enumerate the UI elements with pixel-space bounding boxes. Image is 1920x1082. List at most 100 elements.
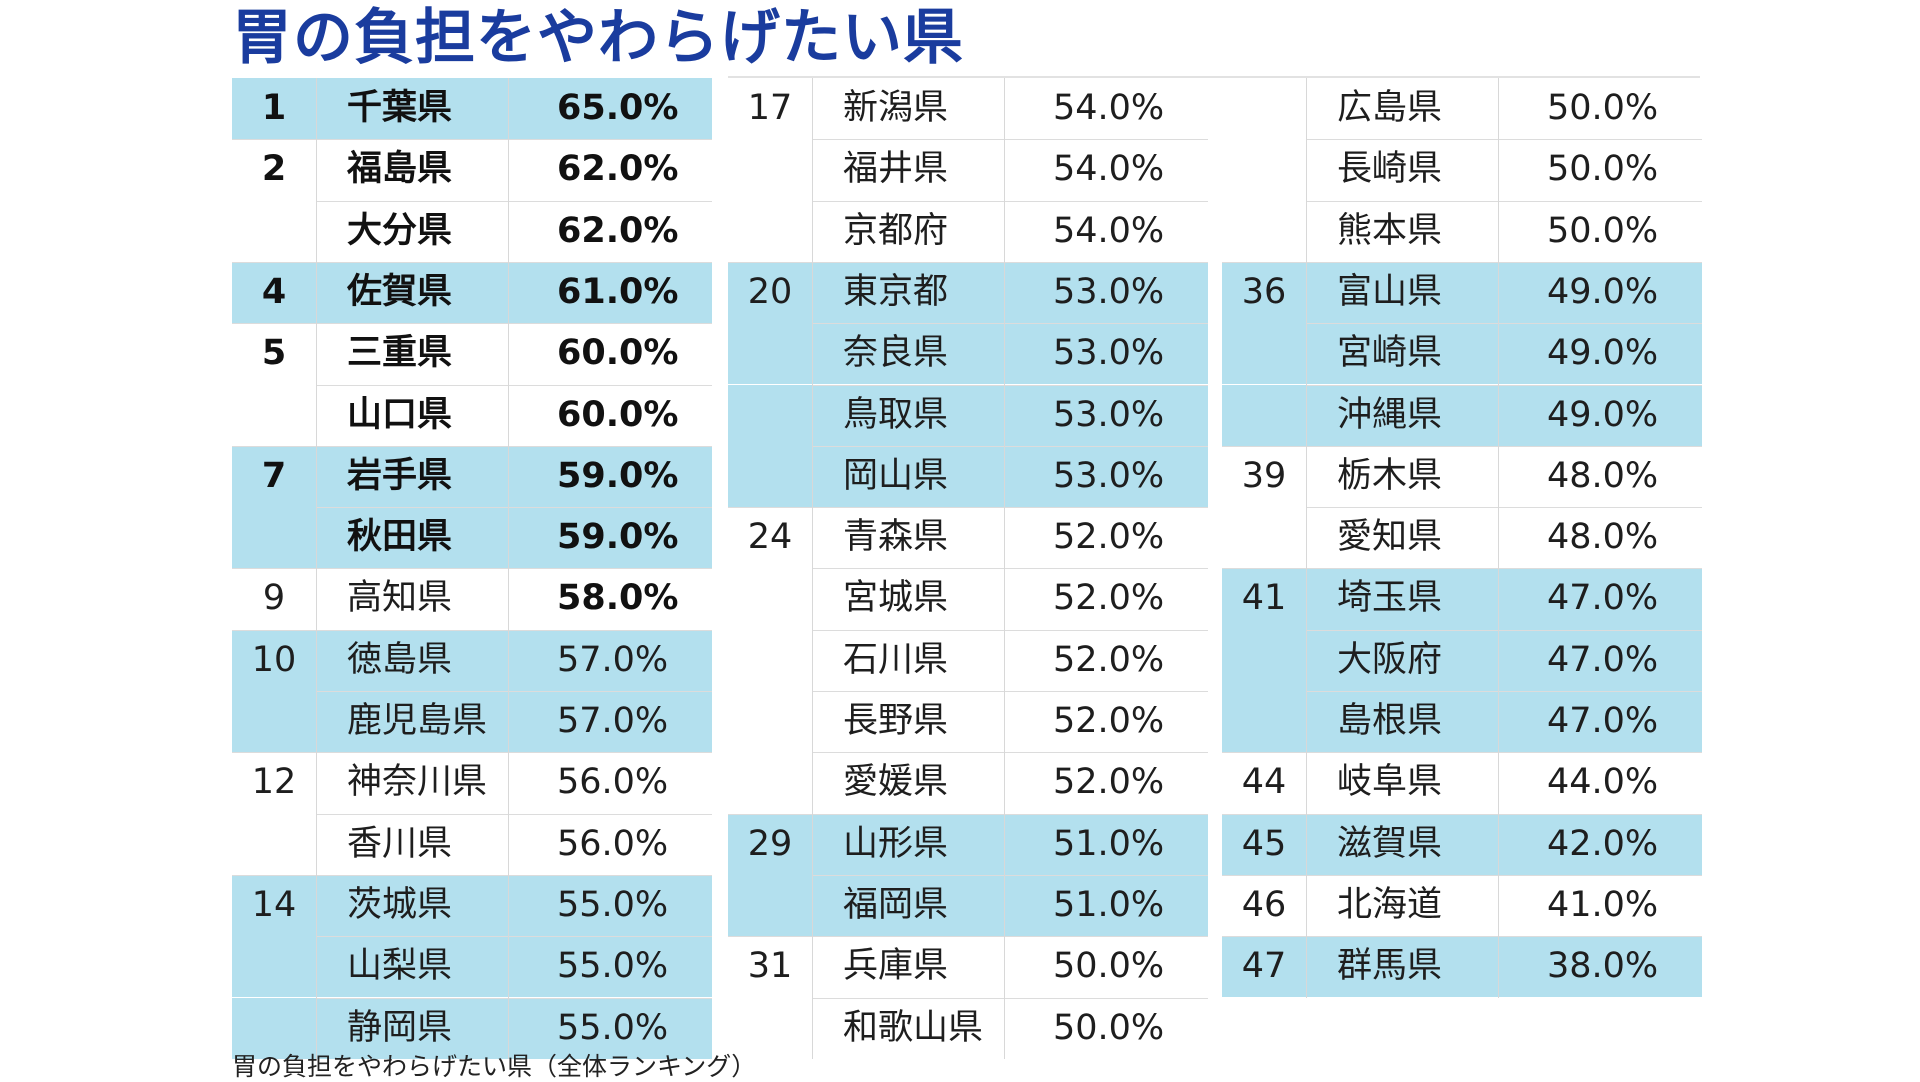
- rank-cell: [728, 998, 812, 1059]
- percentage-cell: 52.0%: [1053, 517, 1165, 558]
- table-row: 福岡県 51.0%: [728, 874, 1208, 937]
- prefecture-cell: 沖縄県: [1337, 394, 1443, 435]
- percentage-cell: 50.0%: [1053, 946, 1165, 987]
- percentage-cell: 55.0%: [557, 946, 669, 987]
- prefecture-cell: 徳島県: [347, 639, 453, 680]
- percentage-cell: 60.0%: [557, 333, 679, 374]
- percentage-cell: 51.0%: [1053, 884, 1165, 925]
- percentage-cell: 47.0%: [1547, 701, 1659, 741]
- table-row: 24 青森県 52.0%: [728, 507, 1208, 568]
- prefecture-cell: 静岡県: [347, 1007, 453, 1048]
- table-row: 2 福島県 62.0%: [232, 139, 712, 200]
- percentage-cell: 52.0%: [1053, 762, 1165, 803]
- row-divider: [1306, 691, 1702, 692]
- ranking-column-2: 17 新潟県 54.0% 福井県 54.0% 京都府 54.0% 20 東京都 53.0% 奈良県 5…: [728, 78, 1208, 1059]
- percentage-cell: 52.0%: [1053, 701, 1165, 741]
- row-divider: [232, 445, 712, 447]
- table-row: 京都府 54.0%: [728, 201, 1208, 262]
- row-divider: [812, 445, 1208, 447]
- percentage-cell: 44.0%: [1547, 762, 1659, 803]
- rank-cell: 41: [1241, 578, 1287, 619]
- table-row: 41 埼玉県 47.0%: [1222, 568, 1702, 630]
- rank-cell: 45: [1241, 823, 1287, 864]
- row-divider: [812, 323, 1208, 325]
- table-row: 熊本県 50.0%: [1222, 201, 1702, 262]
- prefecture-cell: 宮崎県: [1337, 333, 1443, 374]
- row-divider: [1222, 936, 1702, 938]
- table-row: 39 栃木県 48.0%: [1222, 446, 1702, 507]
- table-row: 沖縄県 49.0%: [1222, 384, 1702, 446]
- prefecture-cell: 京都府: [843, 210, 949, 251]
- rank-cell: [232, 385, 316, 446]
- percentage-cell: 55.0%: [557, 1007, 669, 1048]
- percentage-cell: 54.0%: [1053, 149, 1165, 190]
- row-divider: [812, 997, 1208, 999]
- row-divider: [316, 813, 712, 815]
- rank-cell: [728, 568, 812, 629]
- column-divider: [1004, 78, 1005, 1059]
- table-row: 20 東京都 53.0%: [728, 261, 1208, 324]
- top-divider: [728, 76, 1700, 78]
- row-divider: [1306, 323, 1702, 325]
- prefecture-cell: 三重県: [347, 333, 453, 374]
- rank-cell: [232, 201, 316, 262]
- prefecture-cell: 山形県: [843, 823, 949, 864]
- rank-cell: 10: [251, 639, 297, 680]
- caption: 胃の負担をやわらげたい県（全体ランキング）: [232, 1052, 757, 1081]
- table-row: 福井県 54.0%: [728, 139, 1208, 200]
- table-row: 4 佐賀県 61.0%: [232, 261, 712, 324]
- rank-cell: [232, 691, 316, 752]
- row-divider: [728, 261, 1208, 263]
- prefecture-cell: 長野県: [843, 701, 949, 741]
- prefecture-cell: 大阪府: [1337, 639, 1443, 680]
- rank-cell: 46: [1241, 884, 1287, 925]
- percentage-cell: 49.0%: [1547, 271, 1659, 312]
- prefecture-cell: 千葉県: [347, 88, 453, 128]
- rank-cell: [728, 139, 812, 200]
- prefecture-cell: 熊本県: [1337, 210, 1443, 251]
- table-row: 10 徳島県 57.0%: [232, 629, 712, 691]
- prefecture-cell: 高知県: [347, 578, 453, 619]
- column-divider: [1498, 78, 1499, 998]
- ranking-column-3: 広島県 50.0% 長崎県 50.0% 熊本県 50.0% 36 富山県 49.0% 宮崎県 49.…: [1222, 78, 1702, 998]
- table-row: 鹿児島県 57.0%: [232, 691, 712, 753]
- table-row: 29 山形県 51.0%: [728, 813, 1208, 875]
- prefecture-cell: 香川県: [347, 823, 453, 864]
- row-divider: [1222, 752, 1702, 754]
- rank-cell: [1222, 201, 1306, 262]
- percentage-cell: 53.0%: [1053, 455, 1165, 496]
- table-row: 山梨県 55.0%: [232, 936, 712, 998]
- rank-cell: 31: [747, 946, 793, 987]
- percentage-cell: 50.0%: [1547, 149, 1659, 190]
- rank-cell: 4: [261, 271, 287, 312]
- rank-cell: 7: [261, 455, 287, 496]
- row-divider: [1306, 200, 1702, 202]
- rank-cell: 20: [747, 271, 793, 312]
- table-row: 大分県 62.0%: [232, 201, 712, 262]
- percentage-cell: 48.0%: [1547, 517, 1659, 558]
- row-divider: [1306, 139, 1702, 141]
- row-divider: [728, 507, 1208, 509]
- prefecture-cell: 秋田県: [347, 517, 453, 558]
- row-divider: [232, 629, 712, 631]
- percentage-cell: 62.0%: [557, 210, 679, 251]
- row-divider: [232, 139, 712, 141]
- prefecture-cell: 和歌山県: [843, 1007, 984, 1048]
- table-row: 長野県 52.0%: [728, 691, 1208, 752]
- table-row: 静岡県 55.0%: [232, 997, 712, 1059]
- prefecture-cell: 福島県: [347, 149, 453, 190]
- rank-cell: 2: [261, 149, 287, 190]
- prefecture-cell: 群馬県: [1337, 946, 1443, 987]
- prefecture-cell: 岐阜県: [1337, 762, 1443, 803]
- table-row: 広島県 50.0%: [1222, 78, 1702, 139]
- rank-cell: [728, 875, 812, 936]
- table-row: 44 岐阜県 44.0%: [1222, 752, 1702, 813]
- prefecture-cell: 富山県: [1337, 271, 1443, 312]
- rank-cell: 36: [1241, 271, 1287, 312]
- percentage-cell: 51.0%: [1053, 823, 1165, 864]
- prefecture-cell: 岩手県: [347, 455, 453, 496]
- rank-cell: [728, 323, 812, 384]
- percentage-cell: 56.0%: [557, 762, 669, 803]
- row-divider: [1222, 813, 1702, 815]
- prefecture-cell: 山口県: [347, 394, 453, 435]
